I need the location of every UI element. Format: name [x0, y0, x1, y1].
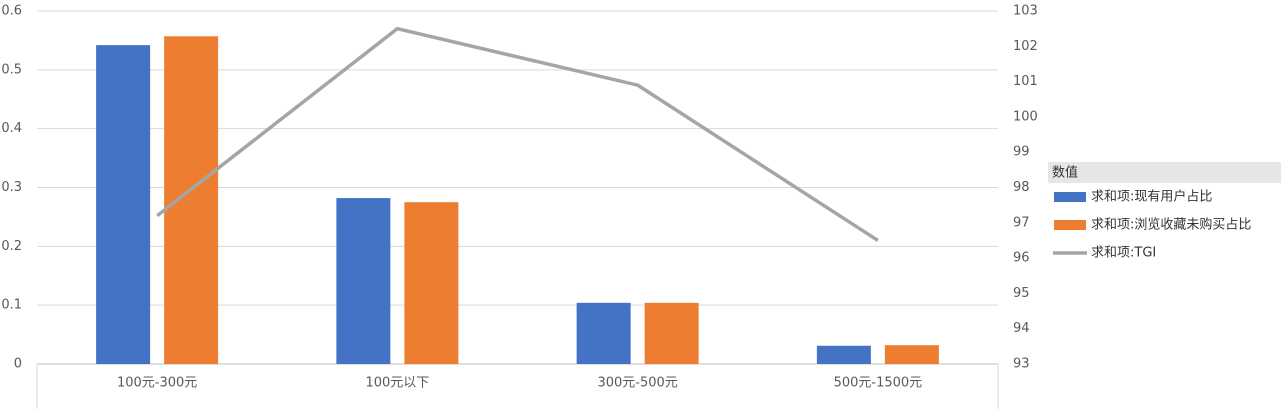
x-tick-label: 100元-300元 — [117, 376, 197, 391]
bar — [164, 36, 219, 364]
y2-tick-label: 103 — [1013, 4, 1038, 19]
bar — [336, 198, 391, 364]
x-tick-label: 100元以下 — [365, 376, 429, 391]
legend-label: 求和项:浏览收藏未购买占比 — [1091, 217, 1251, 233]
legend-swatch — [1054, 220, 1086, 230]
y-tick-label: 0.6 — [1, 4, 22, 19]
x-tick-label: 500元-1500元 — [834, 376, 923, 391]
y2-tick-label: 100 — [1013, 109, 1038, 124]
y-tick-label: 0 — [14, 357, 22, 372]
bar — [404, 202, 459, 364]
y2-tick-label: 101 — [1013, 74, 1038, 89]
y2-tick-label: 96 — [1013, 251, 1030, 266]
y2-tick-label: 94 — [1013, 321, 1030, 336]
bar — [644, 302, 699, 364]
y2-tick-label: 98 — [1013, 180, 1030, 195]
y2-tick-label: 95 — [1013, 286, 1030, 301]
legend-header — [1048, 162, 1281, 183]
bar — [576, 302, 631, 364]
legend-swatch — [1054, 192, 1086, 202]
x-tick-label: 300元-500元 — [597, 376, 677, 391]
y-tick-label: 0.2 — [1, 239, 22, 254]
y2-tick-label: 102 — [1013, 39, 1038, 54]
bar — [884, 345, 939, 364]
legend-title: 数值 — [1052, 165, 1078, 181]
legend-label: 求和项:TGI — [1091, 246, 1156, 261]
legend-label: 求和项:现有用户占比 — [1091, 189, 1212, 205]
y2-tick-label: 93 — [1013, 357, 1030, 372]
y-tick-label: 0.1 — [1, 298, 22, 313]
y2-tick-label: 99 — [1013, 145, 1030, 160]
bar — [96, 45, 151, 365]
y2-tick-label: 97 — [1013, 215, 1030, 230]
y-tick-label: 0.3 — [1, 180, 22, 195]
y-tick-label: 0.5 — [1, 62, 22, 77]
line — [156, 26, 879, 242]
bar — [816, 345, 871, 364]
y-tick-label: 0.4 — [1, 121, 22, 136]
